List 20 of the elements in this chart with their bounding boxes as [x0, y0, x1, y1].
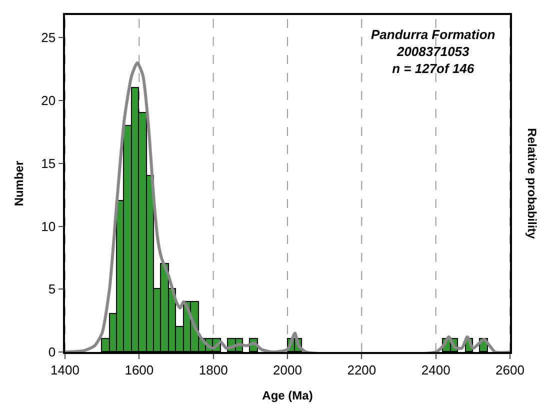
y-tick-label: 20	[41, 93, 56, 108]
y-tick-label: 10	[41, 218, 56, 234]
x-tick-label: 1800	[198, 362, 228, 378]
y-tick-label: 15	[41, 156, 56, 171]
x-axis-title: Age (Ma)	[262, 388, 313, 403]
x-tick-label: 2200	[347, 362, 376, 378]
x-tick-label: 1600	[124, 362, 154, 378]
y-axis-title: Number	[12, 160, 26, 206]
x-tick-label: 2400	[421, 362, 450, 378]
y-tick-label: 5	[48, 282, 56, 297]
x-tick-label: 2000	[273, 362, 302, 378]
y2-axis-title: Relative probability	[524, 128, 539, 240]
annotation: Pandurra Formation	[371, 27, 496, 42]
x-tick-label: 2600	[496, 362, 524, 378]
line-series	[65, 61, 510, 352]
x-tick-label: 1400	[50, 362, 80, 378]
annotation: n = 127of 146	[392, 60, 475, 76]
y-tick-label: 25	[41, 30, 56, 46]
y-tick-label: 0	[48, 344, 56, 360]
annotation: 2008371053	[396, 44, 470, 59]
